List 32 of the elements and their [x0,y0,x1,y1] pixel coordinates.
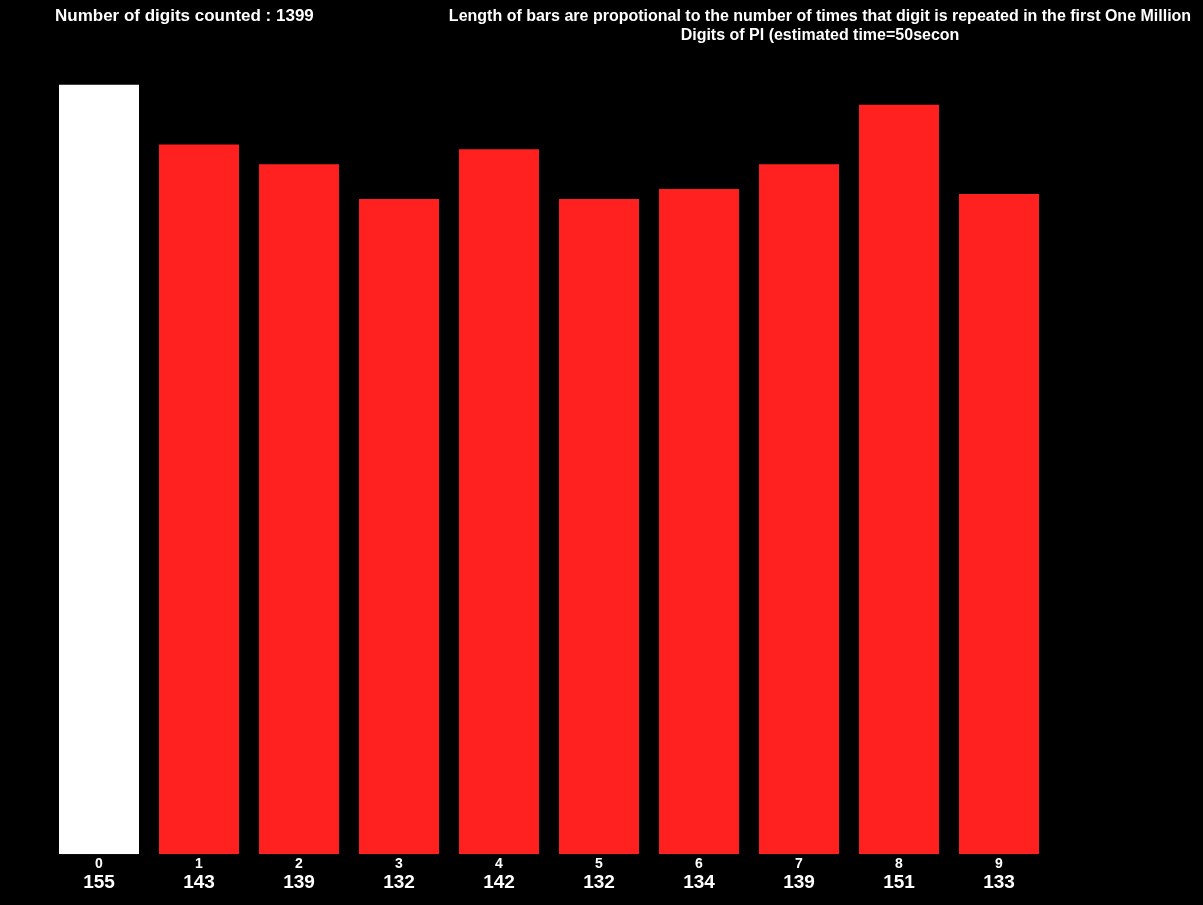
data-label: 143 [183,870,215,892]
bar [159,144,239,855]
bar [259,164,339,855]
x-tick-label: 6 [695,855,704,872]
x-tick-label: 3 [395,855,404,872]
x-tick-label: 0 [95,855,104,872]
data-label: 142 [483,870,515,892]
x-tick-label: 4 [495,855,504,872]
data-label: 134 [683,870,716,892]
x-tick-label: 1 [195,855,204,872]
chart-subtitle: Length of bars are propotional to the number of times that digit is repeated in the first One Million Digits of PI (estimated time=50secon [447,6,1193,44]
data-label: 139 [783,870,815,892]
x-tick-label: 9 [995,855,1004,872]
bar [359,198,439,855]
x-tick-label: 2 [295,855,304,872]
x-tick-label: 8 [895,855,904,872]
bar [59,84,139,855]
data-label: 133 [983,870,1015,892]
data-label: 132 [383,870,415,892]
bar [959,194,1039,855]
data-label: 139 [283,870,315,892]
data-label: 155 [83,870,116,892]
x-tick-label: 5 [595,855,604,872]
bar [759,164,839,855]
x-tick-label: 7 [795,855,804,872]
data-label: 132 [583,870,615,892]
data-label: 151 [883,870,916,892]
bar [559,198,639,855]
bar [659,189,739,855]
chart-title: Number of digits counted : 1399 [55,6,314,26]
bar [459,149,539,855]
bar [859,104,939,855]
